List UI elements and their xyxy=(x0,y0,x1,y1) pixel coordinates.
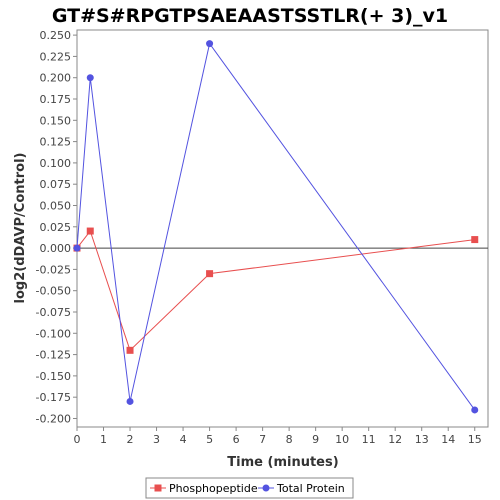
y-tick-label: -0.200 xyxy=(36,412,71,425)
y-tick-label: 0.050 xyxy=(40,199,72,212)
y-tick-label: 0.000 xyxy=(40,242,72,255)
x-tick-label: 13 xyxy=(415,433,429,446)
y-tick-label: 0.175 xyxy=(40,93,72,106)
y-tick-label: 0.125 xyxy=(40,136,72,149)
x-tick-label: 9 xyxy=(312,433,319,446)
x-tick-label: 8 xyxy=(286,433,293,446)
y-tick-label: 0.150 xyxy=(40,114,72,127)
y-tick-label: 0.225 xyxy=(40,50,72,63)
legend-phosphopeptide-label: Phosphopeptide xyxy=(169,482,258,495)
y-tick-label: -0.025 xyxy=(36,263,71,276)
y-tick-label: 0.200 xyxy=(40,72,72,85)
x-axis-title: Time (minutes) xyxy=(227,455,338,470)
phosphopeptide-point xyxy=(126,346,134,354)
x-tick-label: 11 xyxy=(362,433,376,446)
y-tick-label: -0.125 xyxy=(36,349,71,362)
x-tick-label: 7 xyxy=(259,433,266,446)
phosphopeptide-point xyxy=(471,236,479,244)
legend-phosphopeptide-marker xyxy=(154,484,162,492)
legend-box xyxy=(145,477,354,499)
y-tick-label: 0.250 xyxy=(40,29,72,42)
y-tick-label: 0.100 xyxy=(40,157,72,170)
x-tick-label: 0 xyxy=(74,433,81,446)
total-protein-point xyxy=(471,406,479,414)
x-tick-label: 4 xyxy=(180,433,187,446)
x-tick-label: 5 xyxy=(206,433,213,446)
legend-total-protein-marker xyxy=(262,484,270,492)
x-tick-label: 12 xyxy=(388,433,402,446)
x-tick-label: 15 xyxy=(468,433,482,446)
total-protein-point xyxy=(126,397,134,405)
y-tick-label: -0.150 xyxy=(36,370,71,383)
x-tick-label: 1 xyxy=(100,433,107,446)
x-tick-label: 6 xyxy=(233,433,240,446)
x-tick-label: 10 xyxy=(335,433,349,446)
plot-area xyxy=(76,29,489,428)
legend-total-protein-label: Total Protein xyxy=(276,482,345,495)
x-axis: 0 1 2 3 4 5 6 7 8 9 10 11 12 13 14 15 xyxy=(74,427,482,446)
total-protein-point xyxy=(86,74,94,82)
y-axis-title: log2(dDAVP/Control) xyxy=(13,153,28,304)
total-protein-point xyxy=(206,40,214,48)
chart-title: GT#S#RPGTPSAEAASTSSTLR(+ 3)_v1 xyxy=(52,5,448,27)
x-tick-label: 3 xyxy=(153,433,160,446)
legend: Phosphopeptide Total Protein xyxy=(145,477,354,499)
phosphopeptide-point xyxy=(86,227,94,235)
y-tick-label: 0.025 xyxy=(40,221,72,234)
x-tick-label: 14 xyxy=(441,433,455,446)
phosphopeptide-point xyxy=(206,270,214,278)
y-tick-label: -0.075 xyxy=(36,306,71,319)
y-tick-label: -0.050 xyxy=(36,285,71,298)
y-tick-label: -0.175 xyxy=(36,391,71,404)
y-axis: 0.250 0.225 0.200 0.175 0.150 0.125 0.100 0.075… xyxy=(36,29,77,425)
total-protein-point xyxy=(73,244,81,252)
y-tick-label: -0.100 xyxy=(36,327,71,340)
y-tick-label: 0.075 xyxy=(40,178,72,191)
x-tick-label: 2 xyxy=(127,433,134,446)
series-layer xyxy=(73,40,479,414)
